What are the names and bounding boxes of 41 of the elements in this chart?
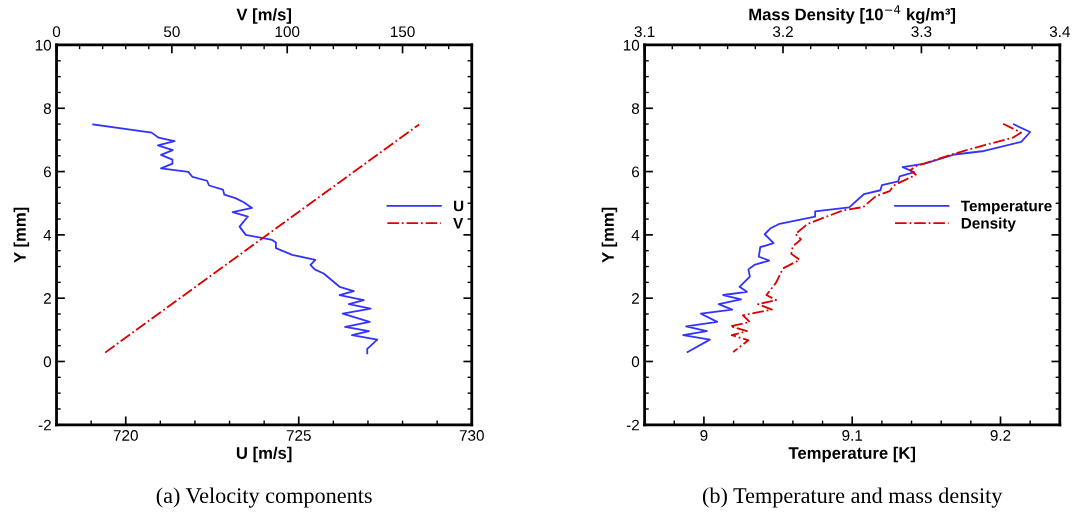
y-tick-label: 10 bbox=[35, 39, 52, 51]
y-tick-label: 6 bbox=[43, 166, 51, 178]
y-tick-label: 0 bbox=[631, 356, 640, 368]
x2-tick-label: 3.4 bbox=[1049, 26, 1070, 38]
legend-label: V bbox=[453, 217, 464, 229]
x-axis-title: U [m/s] bbox=[236, 446, 292, 463]
y-axis-title: Y [mm] bbox=[13, 207, 30, 263]
y-axis-title: Y [mm] bbox=[601, 207, 618, 263]
text: (a) Velocity components bbox=[156, 487, 372, 508]
x2-tick-label: 3.1 bbox=[634, 26, 655, 38]
x2-axis-title: V [m/s] bbox=[236, 8, 291, 24]
x2-tick-label: 50 bbox=[163, 26, 180, 38]
y-tick-label: 2 bbox=[43, 293, 51, 304]
x2-tick-label: 150 bbox=[390, 26, 415, 38]
legend-label: U bbox=[454, 200, 464, 212]
legend-label: Temperature bbox=[960, 200, 1052, 215]
y-tick-label: 8 bbox=[631, 103, 640, 114]
x-tick-label: 720 bbox=[113, 430, 138, 441]
y-tick-label: 0 bbox=[43, 356, 52, 368]
x2-tick-label: 0 bbox=[52, 26, 61, 38]
y-tick-label: 8 bbox=[43, 103, 51, 114]
x2-axis-title: Mass Density [10$^{−4}$ kg/m³] bbox=[749, 5, 956, 24]
x2-tick-label: 3.2 bbox=[772, 26, 793, 38]
line-series bbox=[92, 123, 379, 355]
y-tick-label: 4 bbox=[631, 229, 640, 241]
y-tick-label: 10 bbox=[623, 39, 640, 51]
x2-tick-label: 100 bbox=[275, 26, 300, 38]
text: (b) Temperature and mass density bbox=[702, 487, 1003, 508]
x-tick-label: 9.1 bbox=[842, 430, 863, 441]
x2-tick-label: 3.3 bbox=[911, 26, 932, 38]
x-tick-label: 730 bbox=[459, 430, 484, 441]
legend-label: Density bbox=[961, 217, 1016, 232]
x-tick-label: 9 bbox=[700, 430, 708, 441]
y-tick-label: 4 bbox=[43, 229, 52, 241]
x-axis-title: Temperature [K] bbox=[788, 446, 916, 463]
y-tick-label: -2 bbox=[38, 419, 51, 431]
y-tick-label: 6 bbox=[632, 166, 640, 178]
y-tick-label: -2 bbox=[626, 419, 639, 431]
x-tick-label: 725 bbox=[286, 430, 311, 441]
x-tick-label: 9.2 bbox=[990, 430, 1011, 441]
y-tick-label: 2 bbox=[632, 293, 639, 304]
